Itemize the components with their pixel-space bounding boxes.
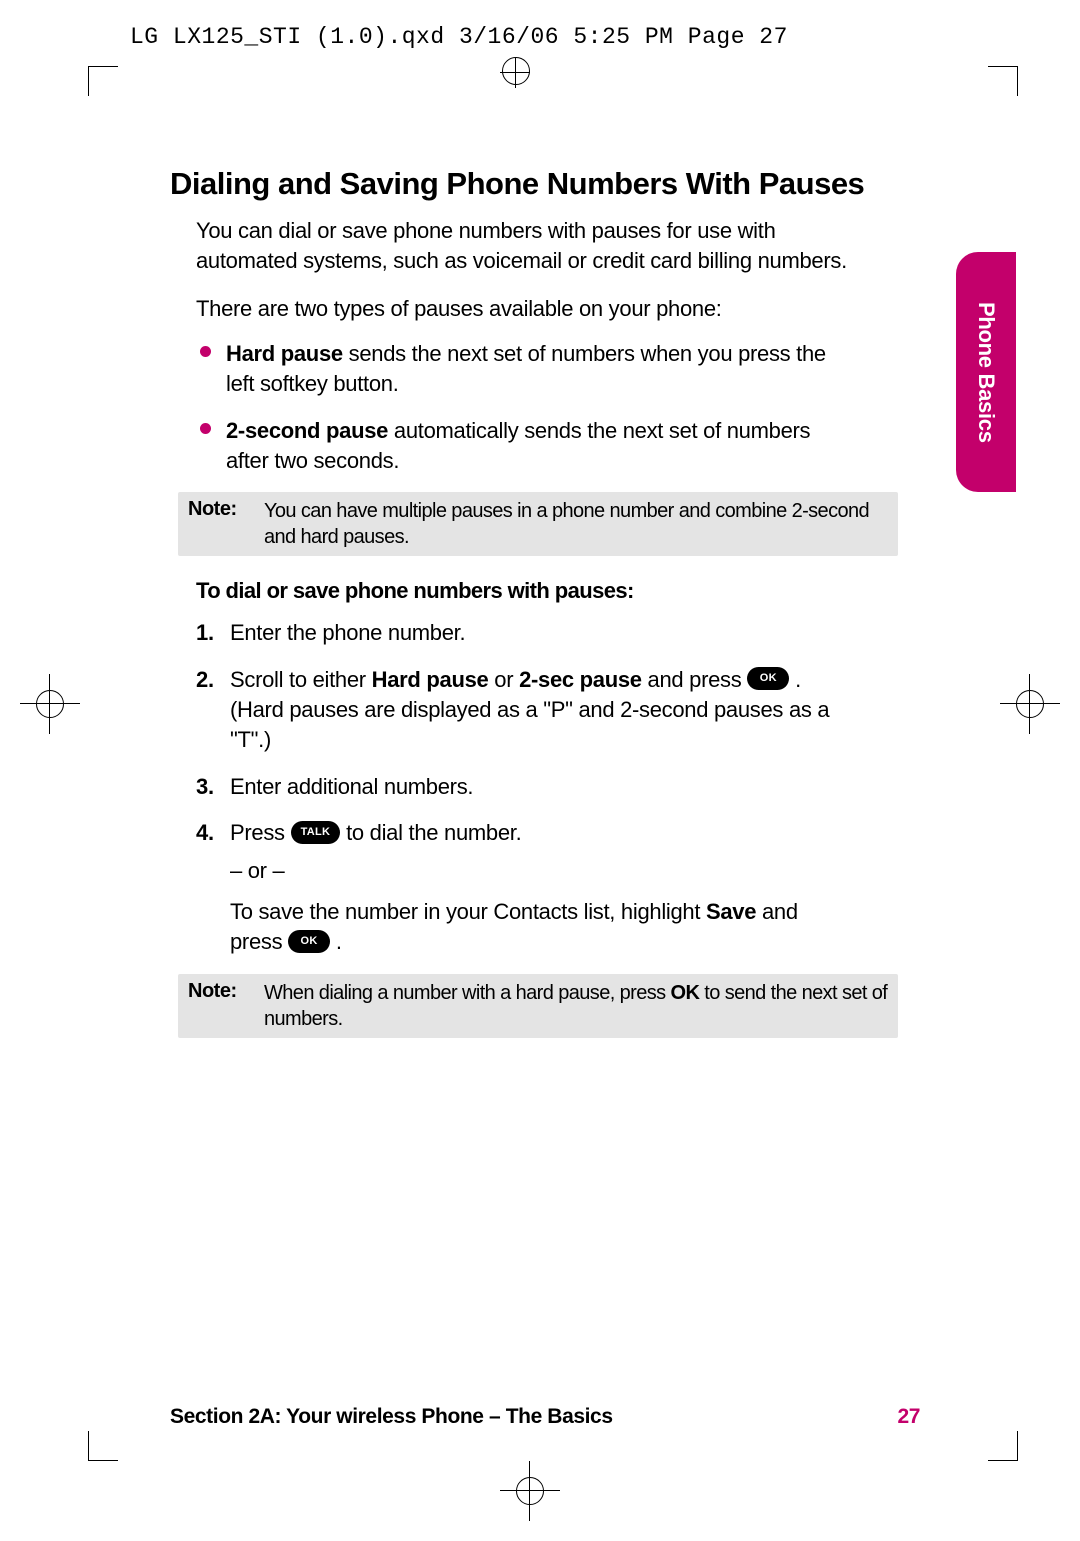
note-text-part: When dialing a number with a hard pause,…	[264, 982, 671, 1004]
crop-mark	[465, 0, 565, 90]
ok-key-icon: OK	[747, 667, 789, 690]
step-text: to dial the number.	[340, 820, 521, 845]
step-text: and press	[642, 667, 748, 692]
footer-section: Section 2A: Your wireless Phone – The Ba…	[170, 1405, 613, 1429]
side-tab-label: Phone Basics	[973, 302, 999, 443]
trim-mark	[88, 1431, 118, 1461]
section-side-tab: Phone Basics	[956, 252, 1016, 492]
bullet-bold: 2-second pause	[226, 418, 388, 443]
trim-mark	[988, 1431, 1018, 1461]
bullet-2sec-pause: 2-second pause automatically sends the n…	[226, 416, 850, 477]
page-title: Dialing and Saving Phone Numbers With Pa…	[170, 165, 920, 204]
registration-mark	[20, 674, 80, 734]
step-text: Scroll to either	[230, 667, 372, 692]
step-4: Press TALK to dial the number. – or – To…	[230, 818, 850, 957]
ok-key-icon: OK	[288, 930, 330, 953]
step-1: Enter the phone number.	[230, 618, 850, 648]
step-bold: Save	[706, 899, 756, 924]
step-text: or	[488, 667, 519, 692]
note-label: Note:	[178, 492, 264, 556]
or-separator: – or –	[230, 856, 850, 886]
note-text: When dialing a number with a hard pause,…	[264, 974, 898, 1038]
intro-paragraph: You can dial or save phone numbers with …	[170, 216, 850, 277]
print-header-meta: LG LX125_STI (1.0).qxd 3/16/06 5:25 PM P…	[130, 24, 788, 50]
step-bold: 2-sec pause	[519, 667, 642, 692]
page-number: 27	[897, 1405, 920, 1429]
step-bold: Hard pause	[372, 667, 489, 692]
trim-mark	[988, 66, 1018, 96]
trim-mark	[88, 66, 118, 96]
note-label: Note:	[178, 974, 264, 1038]
note-box: Note: You can have multiple pauses in a …	[178, 492, 898, 556]
registration-mark	[1000, 674, 1060, 734]
bullet-hard-pause: Hard pause sends the next set of numbers…	[226, 339, 850, 400]
note-bold: OK	[671, 982, 700, 1004]
step-text: .	[330, 929, 342, 954]
procedure-heading: To dial or save phone numbers with pause…	[196, 578, 920, 604]
lead-paragraph: There are two types of pauses available …	[170, 294, 850, 324]
note-text: You can have multiple pauses in a phone …	[264, 492, 898, 556]
step-text: Press	[230, 820, 291, 845]
note-box: Note: When dialing a number with a hard …	[178, 974, 898, 1038]
step-3: Enter additional numbers.	[230, 772, 850, 802]
registration-mark	[500, 1461, 560, 1521]
step-text: To save the number in your Contacts list…	[230, 899, 706, 924]
step-2: Scroll to either Hard pause or 2-sec pau…	[230, 665, 850, 756]
talk-key-icon: TALK	[291, 821, 341, 844]
bullet-bold: Hard pause	[226, 341, 343, 366]
